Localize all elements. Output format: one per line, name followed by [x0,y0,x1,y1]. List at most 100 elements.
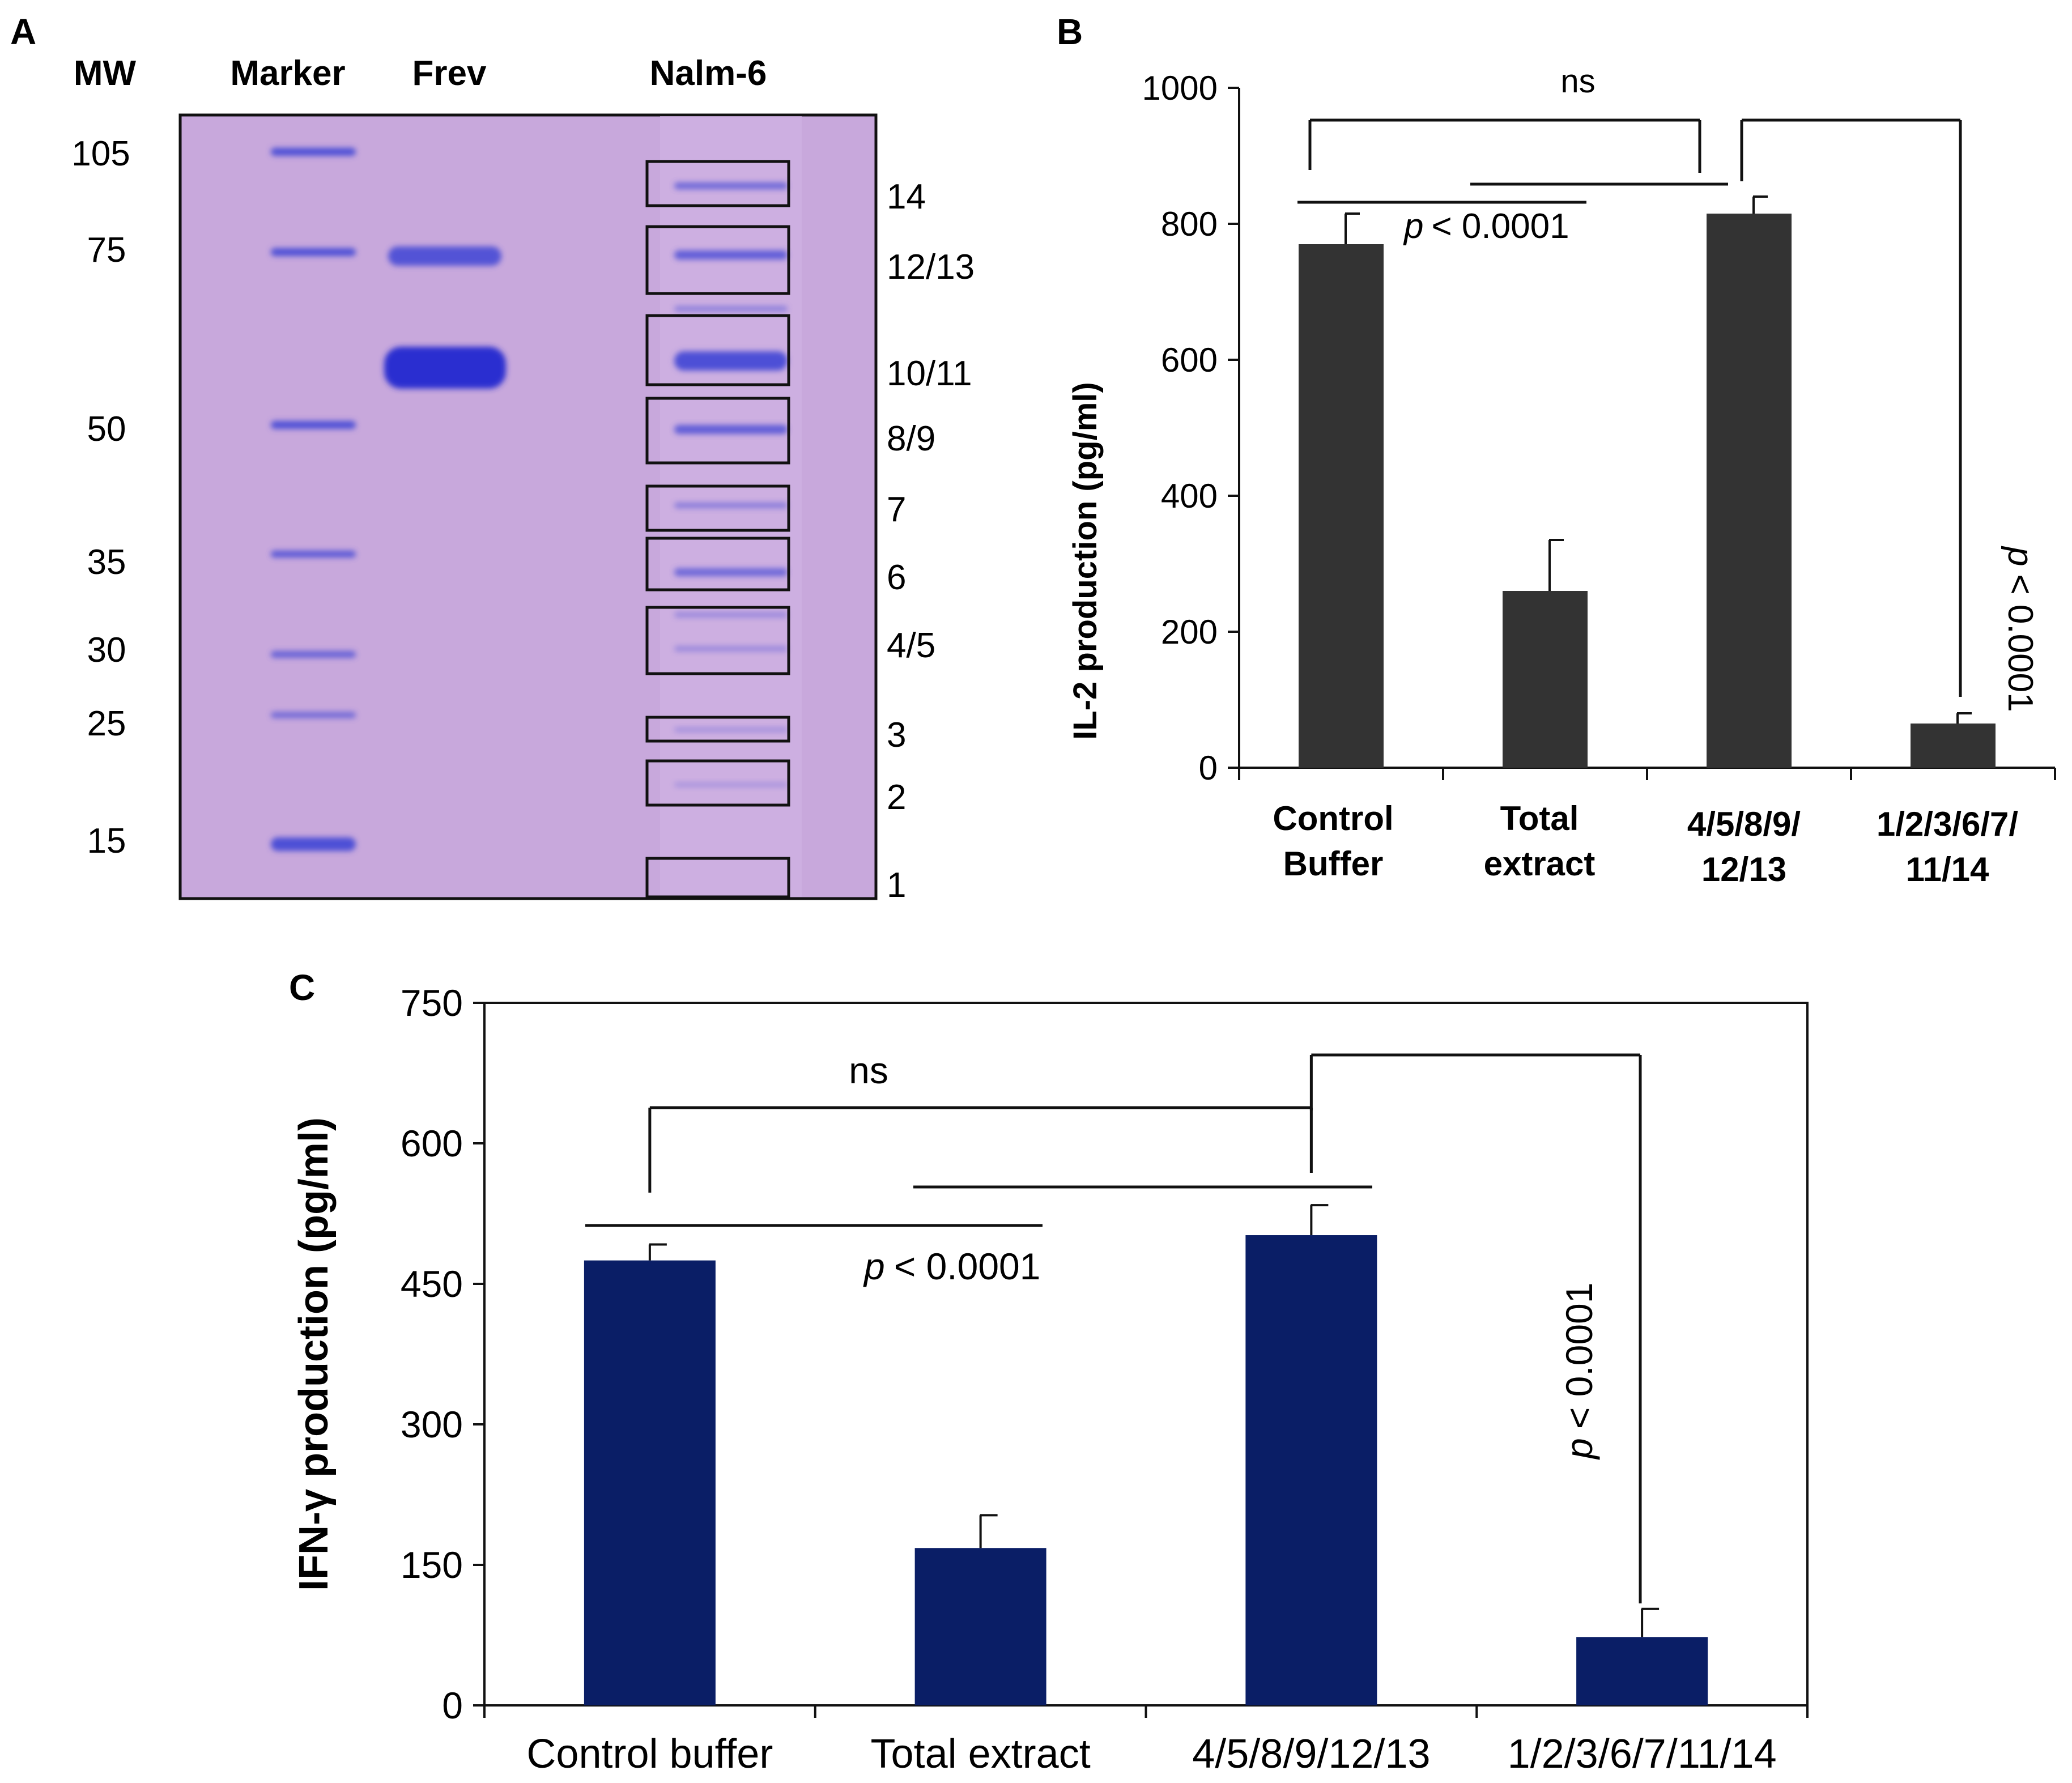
fraction-label-3: 3 [887,716,906,755]
fraction-label-2: 2 [887,778,906,817]
mw-label-35: 35 [87,543,126,582]
x-category-label: Control buffer [526,1731,773,1777]
nalm6-band [674,351,788,371]
fraction-box [645,606,790,675]
chart-b-xlabel: 4/5/8/9/12/13 [1687,805,1801,888]
frev-lane [384,246,506,389]
fraction-label-6: 6 [887,558,906,597]
mw-label-75: 75 [87,231,126,270]
nalm6-band [674,612,788,618]
nalm6-band [674,568,788,576]
nalm6-lane [674,182,788,787]
chart-c: 0 150 300 450 600 750 Control buffer Total extr… [401,982,1809,1777]
bar [1299,244,1384,768]
panel-c: C IFN-γ production (pg/ml) 0 150 300 450 600… [289,967,1809,1777]
y-tick-label: 150 [401,1544,463,1586]
fraction-boxes [645,160,790,899]
mw-label-105: 105 [71,134,130,173]
panel-label-c: C [289,967,315,1008]
fraction-box [645,225,790,295]
chart-b-p-vertical: p< 0.0001 [2001,546,2040,712]
frev-band [388,246,501,266]
fraction-label-7: 7 [887,490,906,529]
y-tick-label: 200 [1161,613,1218,651]
fraction-label-1: 1 [887,866,906,905]
chart-b-xlabel: Control Buffer [1273,799,1393,883]
bar [1911,724,1996,768]
mw-label-25: 25 [87,704,126,743]
marker-band [271,837,356,851]
nalm6-band [674,306,788,312]
nalm6-band [674,182,788,189]
chart-b-ylabel: IL-2 production (pg/ml) [1067,382,1104,739]
fraction-box [645,484,790,532]
fraction-box [645,759,790,807]
nalm6-band [674,782,788,787]
fraction-box [645,160,790,207]
mw-header: MW [74,54,137,93]
nalm6-band [674,646,788,652]
lane-header-marker: Marker [230,54,345,93]
panel-label-a: A [10,11,36,52]
marker-band [271,651,356,658]
marker-band [271,148,356,156]
nalm6-band [674,503,788,508]
panel-label-b: B [1057,11,1083,52]
chart-c-ns-label: ns [849,1049,888,1091]
x-category-label: Total extract [871,1731,1091,1777]
bar [1576,1637,1708,1705]
marker-lane [271,148,356,851]
y-tick-label: 600 [401,1122,463,1164]
bar [914,1548,1046,1705]
marker-band [271,551,356,558]
fraction-box [645,314,790,386]
lane-header-nalm6: Nalm-6 [650,54,767,93]
chart-b-x-labels: Control Buffer Total extract 4/5/8/9/12/13… [1273,799,2018,888]
x-category-label: 1/2/3/6/7/11/14 [1508,1731,1777,1777]
fraction-label-12-13: 12/13 [887,248,975,287]
mw-label-30: 30 [87,631,126,670]
fraction-box [645,537,790,592]
x-category-label: 4/5/8/9/12/13 [1192,1731,1430,1777]
fraction-box [645,716,790,743]
chart-c-p-horizontal: p < 0.0001 [863,1245,1040,1287]
y-tick-label: 300 [401,1403,463,1445]
chart-b-xlabel: Total extract [1484,799,1596,883]
nalm6-band [674,727,788,732]
bar [1503,591,1588,768]
nalm6-band [674,425,788,434]
lane-header-frev: Frev [412,54,487,93]
marker-band [271,421,356,429]
panel-b: B IL-2 production (pg/ml) 0 200 400 600 800 1… [1057,11,2056,888]
y-tick-label: 800 [1161,205,1218,243]
y-tick-label: 0 [1199,749,1218,787]
chart-b-p-horizontal: p < 0.0001 [1403,207,1569,246]
marker-band [271,712,356,718]
bar [1245,1235,1377,1705]
chart-c-ylabel: IFN-γ production (pg/ml) [291,1117,337,1591]
fraction-label-14: 14 [887,177,926,216]
fraction-box [645,857,790,899]
mw-label-15: 15 [87,822,126,861]
fraction-label-4-5: 4/5 [887,626,935,665]
chart-c-p-vertical: p< 0.0001 [1558,1283,1600,1460]
y-tick-label: 600 [1161,341,1218,379]
bar [1707,214,1792,768]
fraction-label-10-11: 10/11 [887,354,972,393]
panel-a: A MW Marker Frev Nalm-6 105 75 50 35 30 … [10,11,975,905]
y-tick-label: 750 [401,982,463,1024]
y-tick-label: 450 [401,1263,463,1305]
y-tick-label: 0 [442,1684,463,1726]
nalm6-band [674,250,788,259]
chart-b-xlabel: 1/2/3/6/7/11/14 [1877,805,2019,888]
fraction-label-8-9: 8/9 [887,419,935,458]
y-tick-label: 1000 [1142,69,1218,107]
bar [584,1260,716,1705]
chart-b: 0 200 400 600 800 1000 [1142,69,2056,787]
marker-band [271,248,356,256]
fraction-box [645,397,790,465]
frev-band [384,347,506,389]
mw-label-50: 50 [87,410,126,449]
chart-b-ns-label: ns [1560,63,1595,100]
